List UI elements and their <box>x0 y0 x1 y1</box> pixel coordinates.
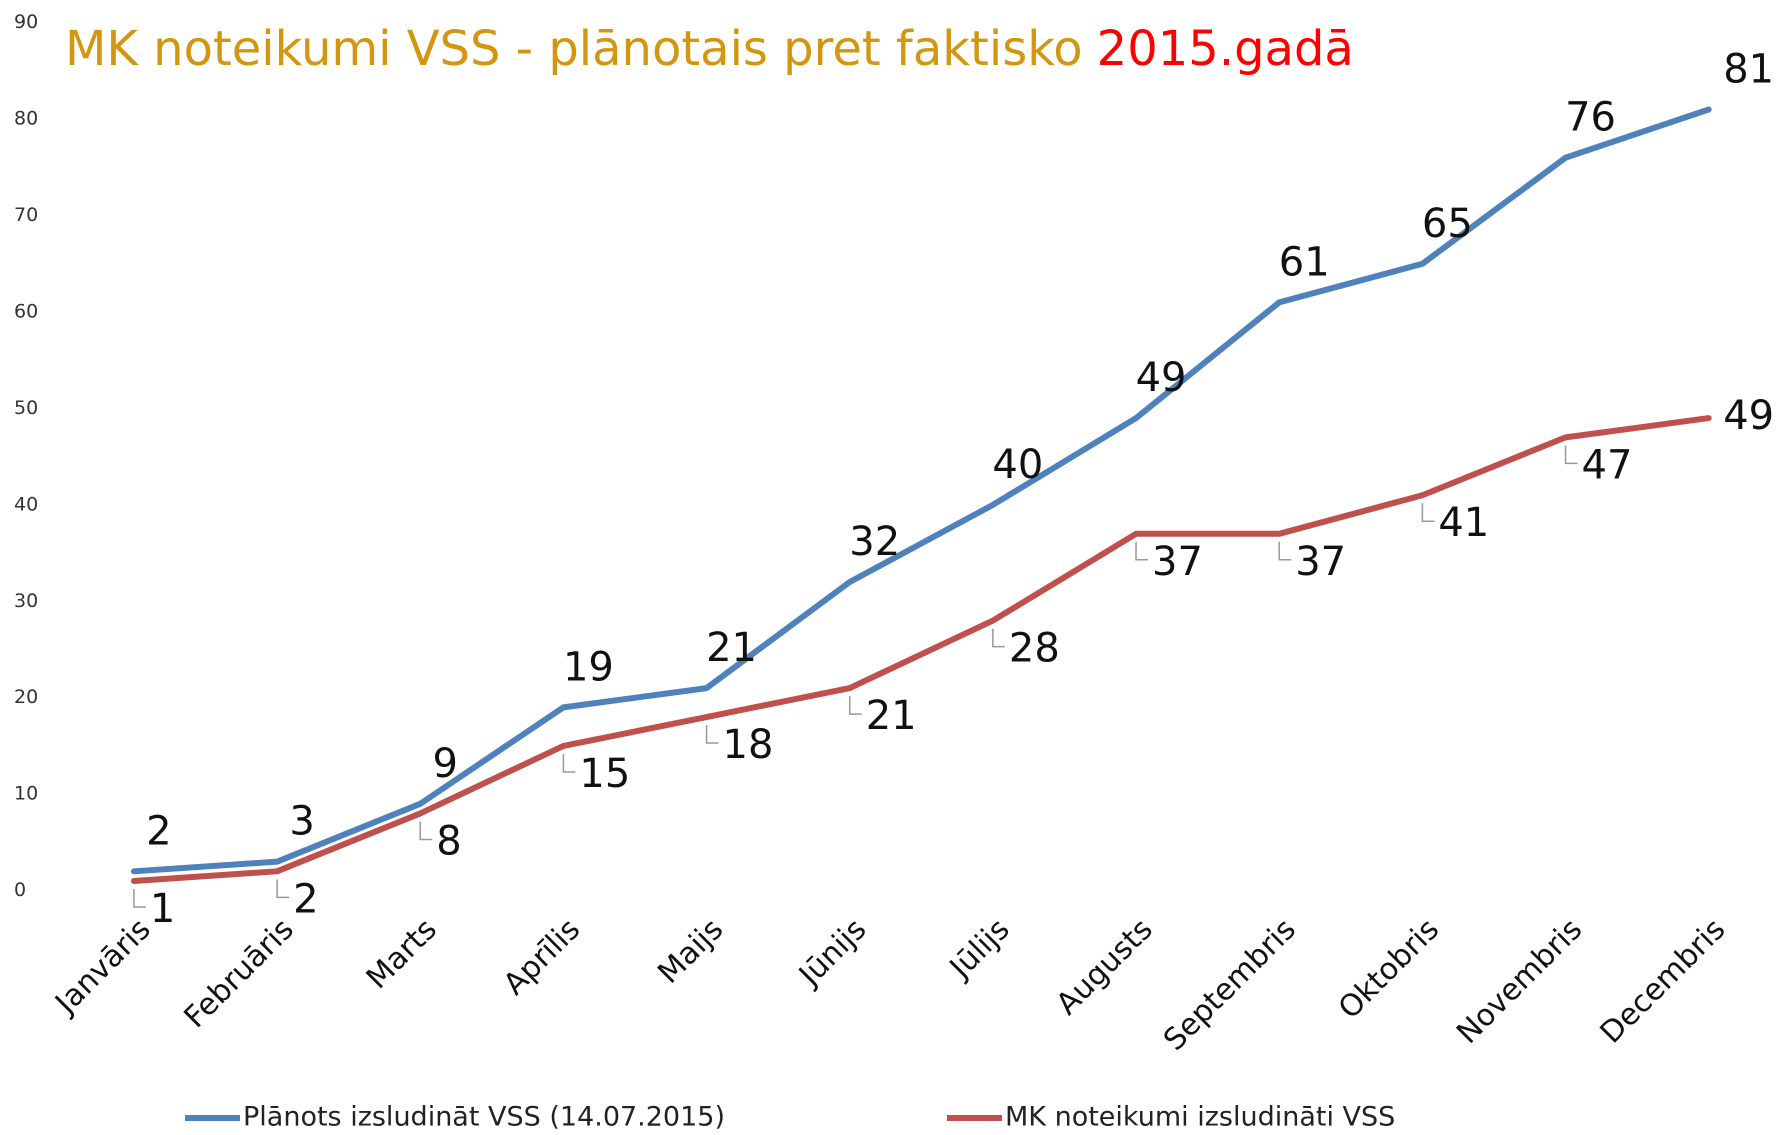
leader-line <box>1421 503 1435 522</box>
data-label: 19 <box>563 644 614 690</box>
leader-line <box>133 888 146 908</box>
y-tick-label: 80 <box>14 108 38 130</box>
data-label: 21 <box>706 625 757 671</box>
x-tick-label: Aprīlis <box>497 912 587 1002</box>
y-tick-label: 0 <box>14 879 26 901</box>
x-tick-label: Novembris <box>1450 912 1589 1051</box>
y-tick-label: 60 <box>14 301 38 323</box>
leader-line <box>419 821 433 841</box>
series-line <box>130 415 1712 884</box>
data-label: 49 <box>1136 355 1187 401</box>
x-tick-label: Jūnijs <box>791 912 873 994</box>
data-label: 81 <box>1723 46 1774 92</box>
leader-line <box>1135 541 1149 561</box>
y-tick-label: 20 <box>14 686 38 708</box>
y-tick-label: 10 <box>14 783 38 805</box>
series-line <box>130 106 1712 875</box>
leader-line <box>1278 541 1292 561</box>
x-tick-label: Marts <box>360 912 444 996</box>
data-label: 37 <box>1295 539 1346 585</box>
data-label: 28 <box>1009 626 1060 672</box>
leader-line <box>1564 445 1578 465</box>
leader-line <box>276 879 290 899</box>
data-label: 32 <box>849 519 900 565</box>
x-tick-label: Augusts <box>1050 912 1160 1022</box>
data-label: 2 <box>293 876 318 922</box>
data-label: 18 <box>723 722 774 768</box>
y-tick-label: 30 <box>14 590 38 612</box>
data-label: 15 <box>579 751 630 797</box>
legend-label: MK noteikumi izsludināti VSS <box>1005 1102 1395 1133</box>
x-tick-label: Septembris <box>1157 912 1303 1058</box>
y-tick-label: 50 <box>14 397 38 419</box>
y-tick-label: 70 <box>14 204 38 226</box>
leader-line <box>562 753 576 773</box>
data-label: 65 <box>1422 201 1473 247</box>
leader-line <box>992 628 1005 648</box>
x-tick-label: Oktobris <box>1332 912 1446 1026</box>
data-label: 41 <box>1438 500 1489 546</box>
chart-title: MK noteikumi VSS - plānotais pret faktis… <box>65 21 1354 77</box>
y-tick-label: 90 <box>14 11 38 33</box>
data-label: 76 <box>1565 95 1616 141</box>
data-label: 1 <box>150 886 175 932</box>
data-label: 47 <box>1582 442 1633 488</box>
x-tick-label: Jūlijs <box>942 912 1017 987</box>
y-tick-label: 40 <box>14 493 38 515</box>
leader-line <box>705 725 719 744</box>
data-label: 40 <box>992 442 1043 488</box>
data-label: 9 <box>433 741 458 787</box>
title-main: MK noteikumi VSS - plānotais pret faktis… <box>65 21 1083 77</box>
x-tick-label: Februāris <box>178 912 301 1035</box>
data-label: 3 <box>289 799 314 845</box>
data-label: 8 <box>436 818 461 864</box>
x-tick-label: Maijs <box>651 912 730 991</box>
x-tick-label: Janvāris <box>47 912 157 1022</box>
data-label: 21 <box>866 693 917 739</box>
title-year: 2015.gadā <box>1097 21 1354 77</box>
data-label: 2 <box>146 808 171 854</box>
data-label: 61 <box>1279 239 1330 285</box>
data-label: 37 <box>1152 539 1203 585</box>
leader-line <box>848 696 862 715</box>
x-tick-label: Decembris <box>1594 912 1733 1051</box>
legend-label: Plānots izsludināt VSS (14.07.2015) <box>243 1102 725 1133</box>
data-label: 49 <box>1723 393 1774 439</box>
